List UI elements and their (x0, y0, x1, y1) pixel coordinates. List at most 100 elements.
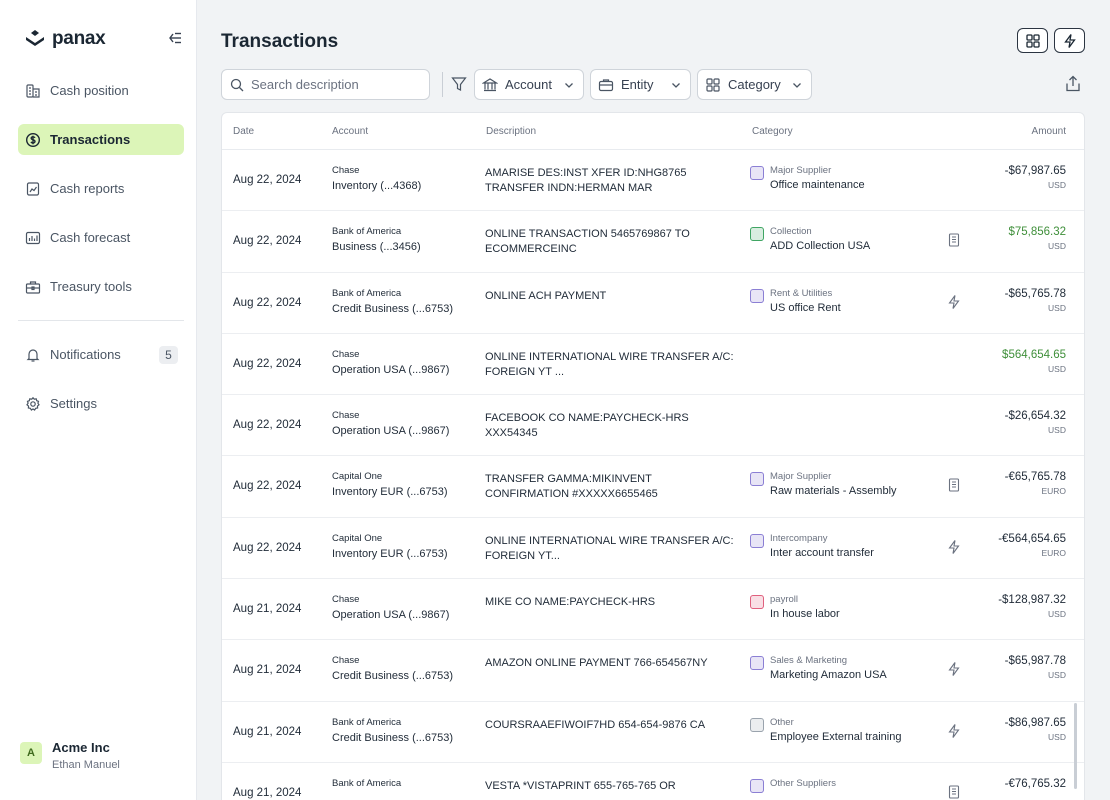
table-row[interactable]: Aug 22, 2024 Chase Inventory (...4368) AMAR… (222, 150, 1084, 212)
category-group: Collection (770, 226, 812, 238)
bolt-icon[interactable] (946, 294, 962, 310)
amount-cell: -$67,987.65 USD (1005, 165, 1066, 190)
transaction-date: Aug 22, 2024 (233, 174, 302, 186)
table-row[interactable]: Aug 21, 2024 Bank of America VESTA *VISTAP… (222, 763, 1084, 800)
table-row[interactable]: Aug 22, 2024 Chase Operation USA (...9867)… (222, 395, 1084, 457)
category-cell[interactable]: Major Supplier Office maintenance (750, 165, 865, 191)
category-cell[interactable]: Other Suppliers (750, 778, 836, 793)
category-cell[interactable]: Sales & Marketing Marketing Amazon USA (750, 655, 887, 681)
category-cell[interactable]: Collection ADD Collection USA (750, 226, 870, 252)
description-line: TRANSFER INDN:HERMAN MAR (485, 182, 653, 194)
chevron-down-icon (793, 83, 801, 88)
column-header-category[interactable]: Category (752, 126, 793, 137)
sidebar: panax Cash position Transactions Cash re… (0, 0, 197, 800)
transaction-date: Aug 21, 2024 (233, 725, 302, 738)
sidebar-nav: Cash position Transactions Cash reports … (18, 75, 184, 320)
bank-name: Chase (332, 348, 360, 360)
currency-code: USD (1048, 425, 1066, 436)
amount-cell: -€65,765.78 EURO (1005, 471, 1066, 496)
document-icon[interactable] (946, 784, 962, 800)
category-group: Intercompany (770, 532, 828, 544)
amount-cell: $564,654.65 USD (1002, 349, 1066, 374)
account-cell: Bank of America Business (...3456) (332, 226, 421, 253)
currency-code: USD (1048, 363, 1066, 374)
amount-cell: -$86,987.65 USD (1005, 717, 1066, 742)
bolt-icon[interactable] (946, 539, 962, 555)
account-filter-dropdown[interactable]: Account (474, 69, 584, 100)
sidebar-item-label: Transactions (50, 132, 131, 147)
search-input[interactable] (251, 77, 421, 92)
bolt-icon (1063, 33, 1076, 48)
category-name: ADD Collection USA (770, 240, 871, 253)
toolbar-divider (442, 72, 443, 97)
table-row[interactable]: Aug 22, 2024 Bank of America Business (...… (222, 211, 1084, 273)
sidebar-item-settings[interactable]: Settings (18, 388, 184, 419)
category-cell[interactable]: Major Supplier Raw materials - Assembly (750, 471, 897, 497)
sidebar-item-notifications[interactable]: Notifications 5 (18, 339, 184, 370)
scrollbar[interactable] (1074, 703, 1077, 789)
entity-filter-dropdown[interactable]: Entity (590, 69, 691, 100)
transaction-date: Aug 22, 2024 (233, 541, 302, 554)
bank-name: Bank of America (332, 226, 402, 238)
category-group: Other Suppliers (770, 777, 837, 789)
amount-value: -€76,765.32 (1004, 777, 1066, 790)
account-name: Credit Business (...6753) (332, 670, 454, 683)
category-group: Other (770, 716, 794, 728)
column-header-date[interactable]: Date (233, 126, 255, 137)
category-cell[interactable]: Rent & Utilities US office Rent (750, 288, 841, 314)
category-group: Sales & Marketing (770, 655, 848, 667)
currency-code: EURO (1041, 486, 1066, 497)
account-cell: Capital One Inventory EUR (...6753) (332, 533, 448, 560)
column-header-account[interactable]: Account (332, 126, 369, 137)
sidebar-item-cash-position[interactable]: Cash position (18, 75, 184, 106)
description-cell: MIKE CO NAME:PAYCHECK-HRS (485, 595, 735, 610)
category-name: US office Rent (770, 301, 841, 314)
sidebar-item-treasury-tools[interactable]: Treasury tools (18, 271, 184, 302)
export-icon[interactable] (1063, 74, 1083, 94)
category-cell[interactable]: Other Employee External training (750, 717, 901, 743)
filter-icon[interactable] (450, 75, 468, 93)
category-cell[interactable]: payroll In house labor (750, 594, 840, 620)
table-row[interactable]: Aug 21, 2024 Bank of America Credit Busine… (222, 702, 1084, 763)
document-icon[interactable] (946, 477, 962, 493)
column-header-description[interactable]: Description (486, 126, 537, 137)
account-cell: Capital One Inventory EUR (...6753) (332, 471, 448, 498)
collapse-sidebar-icon[interactable] (166, 29, 184, 47)
category-filter-dropdown[interactable]: Category (697, 69, 812, 100)
bank-name: Capital One (332, 532, 383, 544)
table-row[interactable]: Aug 22, 2024 Capital One Inventory EUR (..… (222, 456, 1084, 518)
sidebar-item-cash-forecast[interactable]: Cash forecast (18, 222, 184, 253)
category-icon (750, 717, 764, 732)
table-row[interactable]: Aug 21, 2024 Chase Credit Business (...675… (222, 640, 1084, 702)
bolt-icon[interactable] (946, 723, 962, 739)
table-row[interactable]: Aug 22, 2024 Capital One Inventory EUR (..… (222, 518, 1084, 580)
description-cell: ONLINE ACH PAYMENT (485, 289, 735, 304)
description-line: FOREIGN YT... (485, 549, 560, 562)
account-cell: Chase Inventory (...4368) (332, 165, 421, 192)
grid-view-button[interactable] (1017, 28, 1048, 53)
currency-code: EURO (1041, 547, 1066, 558)
category-cell[interactable]: Intercompany Inter account transfer (750, 533, 874, 559)
amount-cell: -$65,987.78 USD (1005, 655, 1066, 680)
panax-logo-icon (26, 30, 44, 46)
transaction-date: Aug 22, 2024 (233, 296, 302, 309)
description-line: ECOMMERCEINC (485, 243, 577, 256)
account-switcher[interactable]: A Acme Inc Ethan Manuel (20, 740, 120, 771)
sidebar-item-transactions[interactable]: Transactions (18, 124, 184, 155)
category-icon (750, 166, 764, 180)
bolt-icon[interactable] (946, 661, 962, 677)
transaction-date: Aug 21, 2024 (233, 664, 302, 677)
automation-button[interactable] (1054, 28, 1085, 53)
column-header-amount[interactable]: Amount (1031, 126, 1066, 137)
sidebar-item-cash-reports[interactable]: Cash reports (18, 173, 184, 204)
sidebar-secondary-nav: Notifications 5 Settings (18, 339, 184, 437)
report-chart-icon (26, 181, 40, 196)
toolbox-icon (25, 280, 41, 294)
sidebar-item-label: Cash position (50, 83, 129, 98)
document-icon[interactable] (946, 232, 962, 248)
search-box[interactable] (221, 69, 430, 100)
table-row[interactable]: Aug 22, 2024 Bank of America Credit Busine… (222, 273, 1084, 334)
description-cell: ONLINE TRANSACTION 5465769867 TO ECOMMERC… (485, 227, 735, 257)
table-row[interactable]: Aug 22, 2024 Chase Operation USA (...9867)… (222, 334, 1084, 396)
table-row[interactable]: Aug 21, 2024 Chase Operation USA (...9867)… (222, 579, 1084, 641)
